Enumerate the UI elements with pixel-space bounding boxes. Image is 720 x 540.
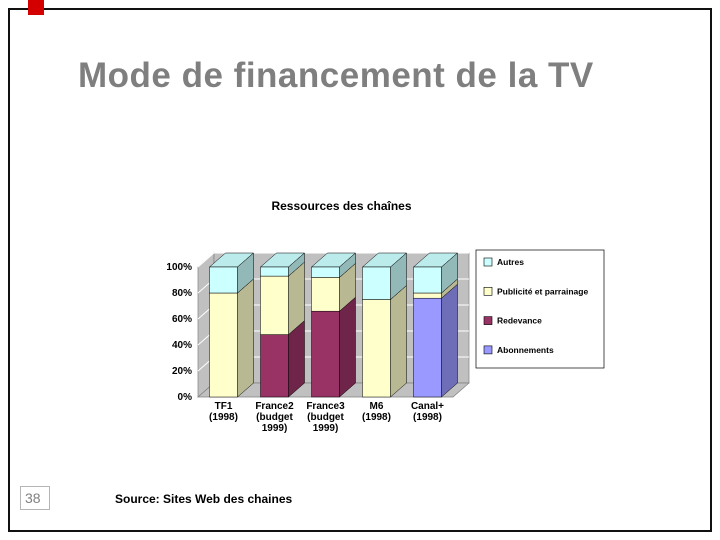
legend-label: Abonnements: [497, 345, 554, 355]
segment-Publicité et parrainage: [311, 277, 340, 312]
segment-Autres: [260, 266, 289, 277]
page-number: 38: [20, 486, 50, 510]
legend-box: [475, 249, 605, 369]
bar-canal+-1998-: [412, 252, 459, 398]
segment-side: [339, 296, 356, 398]
segment-side: [441, 283, 458, 398]
red-accent-bar: [28, 0, 44, 15]
segment-Publicité et parrainage: [209, 292, 238, 398]
legend-label: Redevance: [497, 316, 542, 326]
legend-swatch-1: [483, 287, 493, 296]
bar-tf1-1998-: [208, 252, 255, 398]
x-axis-label: Canal+ (1998): [411, 401, 444, 423]
segment-Redevance: [260, 334, 289, 398]
x-axis-label: France2 (budget 1999): [255, 401, 294, 434]
bar-france3-budget-1999-: [310, 252, 357, 398]
x-axis-label: TF1 (1998): [209, 401, 238, 423]
legend-label: Publicité et parrainage: [497, 286, 588, 296]
legend-swatch-3: [483, 345, 493, 355]
resources-chart: 0% 20% 40% 60% 80% 100% TF1 (1998) France2 (budge…: [150, 192, 610, 460]
slide-title: Mode de financement de la TV: [78, 56, 594, 95]
bar-france2-budget-1999-: [259, 252, 306, 398]
y-axis-label: 0%: [178, 392, 193, 403]
segment-Abonnements: [413, 297, 442, 398]
segment-Publicité et parrainage: [362, 299, 391, 398]
segment-Publicité et parrainage: [260, 275, 289, 335]
source-text: Source: Sites Web des chaines: [115, 492, 293, 506]
legend-label: Autres: [497, 257, 524, 267]
segment-Autres: [311, 266, 340, 278]
chart-canvas: 0% 20% 40% 60% 80% 100% TF1 (1998) France2 (budge…: [166, 199, 605, 434]
y-axis-label: 100%: [166, 262, 192, 273]
y-axis-label: 80%: [172, 288, 192, 299]
y-axis-label: 40%: [172, 340, 192, 351]
segment-Autres: [362, 266, 391, 300]
segment-Redevance: [311, 310, 340, 398]
segment-Autres: [209, 266, 238, 294]
gridline-sidewall: [197, 252, 215, 268]
legend-swatch-2: [483, 316, 493, 325]
bar-m6-1998-: [361, 252, 408, 398]
x-axis-label: M6 (1998): [362, 401, 391, 423]
y-axis-label: 60%: [172, 314, 192, 325]
legend-swatch-0: [483, 257, 493, 267]
segment-Autres: [413, 266, 442, 294]
chart-title: Ressources des chaînes: [271, 199, 411, 213]
segment-side: [390, 284, 407, 398]
x-axis-label: France3 (budget 1999): [306, 401, 345, 434]
segment-side: [237, 278, 254, 398]
segment-Publicité et parrainage: [413, 292, 442, 299]
y-axis-label: 20%: [172, 366, 192, 377]
